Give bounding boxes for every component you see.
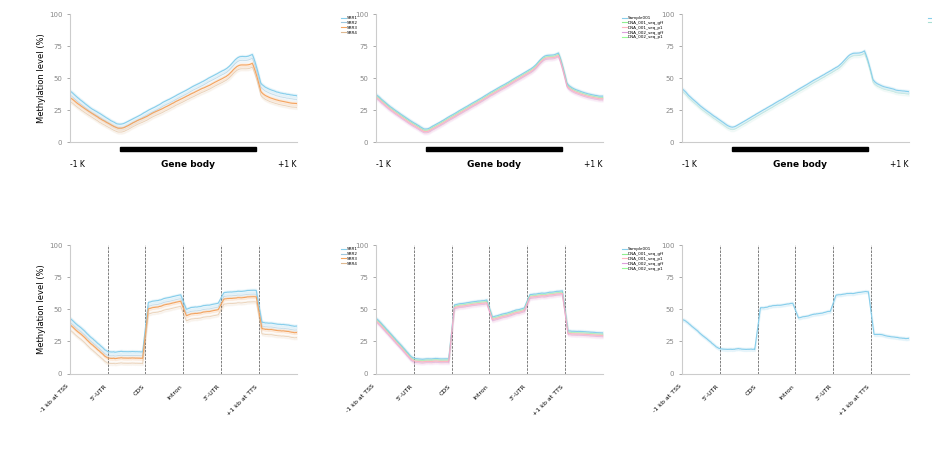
Text: Gene body: Gene body	[773, 160, 827, 169]
Text: -1 K: -1 K	[70, 160, 85, 169]
Text: +1 K: +1 K	[890, 160, 909, 169]
Legend: Sample001, DNA_001_seq_gff, DNA_001_seq_p1, DNA_002_seq_gff, DNA_002_seq_p1: Sample001, DNA_001_seq_gff, DNA_001_seq_…	[622, 16, 664, 39]
Legend: Sample001, DNA_001_seq_gff: Sample001, DNA_001_seq_gff	[928, 16, 932, 25]
Text: +1 K: +1 K	[278, 160, 296, 169]
Text: -1 kb at TSS: -1 kb at TSS	[346, 384, 376, 414]
Text: +1 kb at TTS: +1 kb at TTS	[226, 384, 259, 416]
Y-axis label: Methylation level (%): Methylation level (%)	[37, 33, 46, 123]
Legend: Sample001, DNA_001_seq_gff, DNA_001_seq_p1, DNA_002_seq_gff, DNA_002_seq_p1: Sample001, DNA_001_seq_gff, DNA_001_seq_…	[622, 247, 664, 270]
Text: Gene body: Gene body	[467, 160, 521, 169]
Text: 3’-UTR: 3’-UTR	[203, 384, 221, 402]
Text: -1 kb at TSS: -1 kb at TSS	[651, 384, 682, 414]
Text: 5’-UTR: 5’-UTR	[89, 384, 108, 402]
Text: -1 K: -1 K	[682, 160, 697, 169]
Text: Intron: Intron	[167, 384, 184, 401]
Text: +1 kb at TTS: +1 kb at TTS	[839, 384, 870, 416]
Text: CDS: CDS	[745, 384, 758, 396]
Bar	[732, 147, 868, 151]
Text: 3’-UTR: 3’-UTR	[815, 384, 833, 402]
Text: 3’-UTR: 3’-UTR	[509, 384, 528, 402]
Bar	[426, 147, 562, 151]
Text: -1 kb at TSS: -1 kb at TSS	[39, 384, 70, 414]
Text: Gene body: Gene body	[161, 160, 214, 169]
Text: +1 kb at TTS: +1 kb at TTS	[532, 384, 565, 416]
Text: Intron: Intron	[473, 384, 489, 401]
Text: +1 K: +1 K	[584, 160, 603, 169]
Text: CDS: CDS	[132, 384, 145, 396]
Legend: SRR1, SRR2, SRR3, SRR4: SRR1, SRR2, SRR3, SRR4	[341, 16, 358, 35]
Text: 5’-UTR: 5’-UTR	[702, 384, 720, 402]
Legend: SRR1, SRR2, SRR3, SRR4: SRR1, SRR2, SRR3, SRR4	[341, 247, 358, 266]
Bar	[120, 147, 255, 151]
Text: Intron: Intron	[778, 384, 795, 401]
Text: 5’-UTR: 5’-UTR	[395, 384, 414, 402]
Text: -1 K: -1 K	[376, 160, 391, 169]
Y-axis label: Methylation level (%): Methylation level (%)	[37, 264, 46, 354]
Text: CDS: CDS	[439, 384, 451, 396]
